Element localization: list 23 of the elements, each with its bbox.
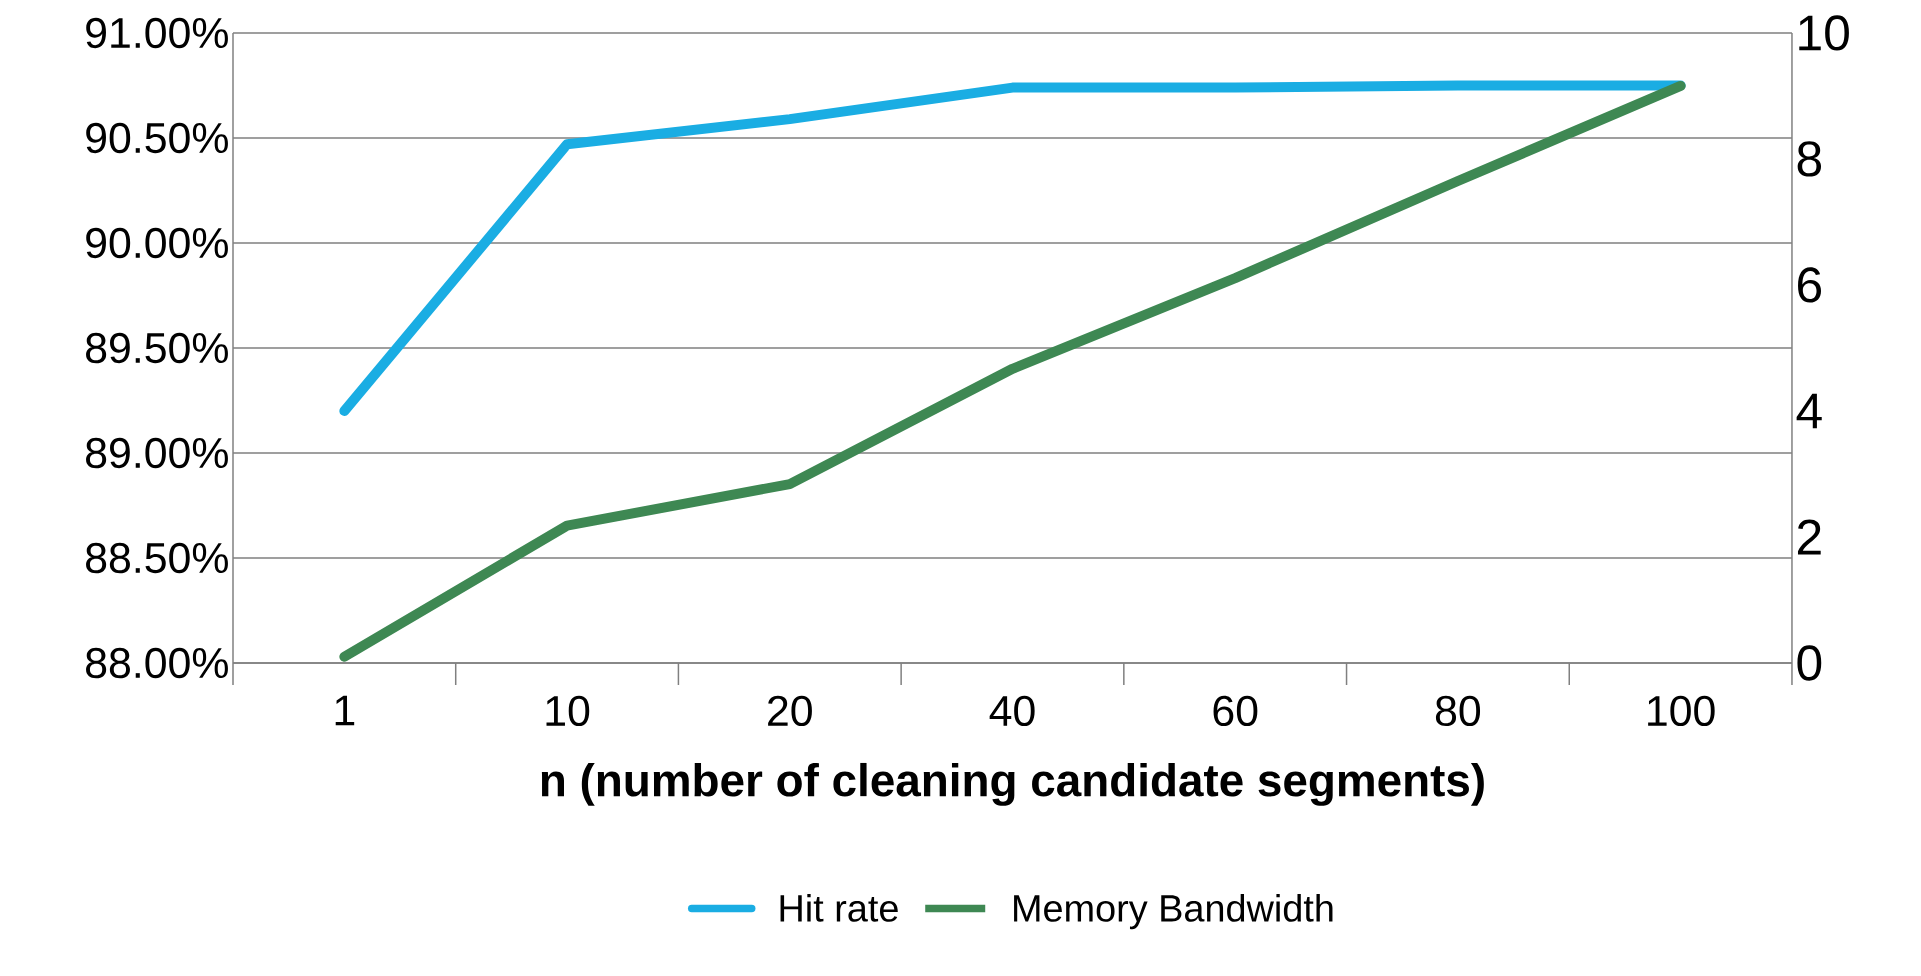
y-tick-label: 88.50%: [86, 542, 228, 574]
y-tick-label: 91.00%: [86, 17, 228, 49]
y-tick-label: 90.50%: [86, 122, 228, 154]
y-tick-label: 89.00%: [86, 437, 228, 469]
y2-tick-label: 8: [1797, 141, 1822, 177]
y-tick-label: 90.00%: [86, 227, 228, 259]
y2-tick-label: 2: [1797, 519, 1821, 555]
x-tick-label: 100: [1648, 695, 1715, 727]
x-tick-label: 80: [1435, 695, 1481, 727]
x-axis-title: n (number of cleaning candidate segments): [541, 762, 1484, 806]
x-tick-label: 20: [768, 695, 812, 727]
legend-label: Memory Bandwidth: [1014, 893, 1333, 930]
x-tick-label: 40: [989, 695, 1035, 727]
x-tick-label: 1: [335, 695, 355, 726]
y2-tick-label: 4: [1796, 393, 1822, 429]
x-tick-label: 60: [1213, 695, 1258, 727]
y-tick-label: 89.50%: [86, 332, 228, 364]
y2-tick-label: 6: [1798, 267, 1821, 303]
y2-tick-label: 0: [1797, 645, 1822, 681]
y-tick-label: 88.00%: [86, 647, 228, 679]
y2-tick-label: 10: [1799, 15, 1849, 51]
x-tick-label: 10: [546, 695, 590, 727]
legend-label: Hit rate: [780, 893, 898, 922]
